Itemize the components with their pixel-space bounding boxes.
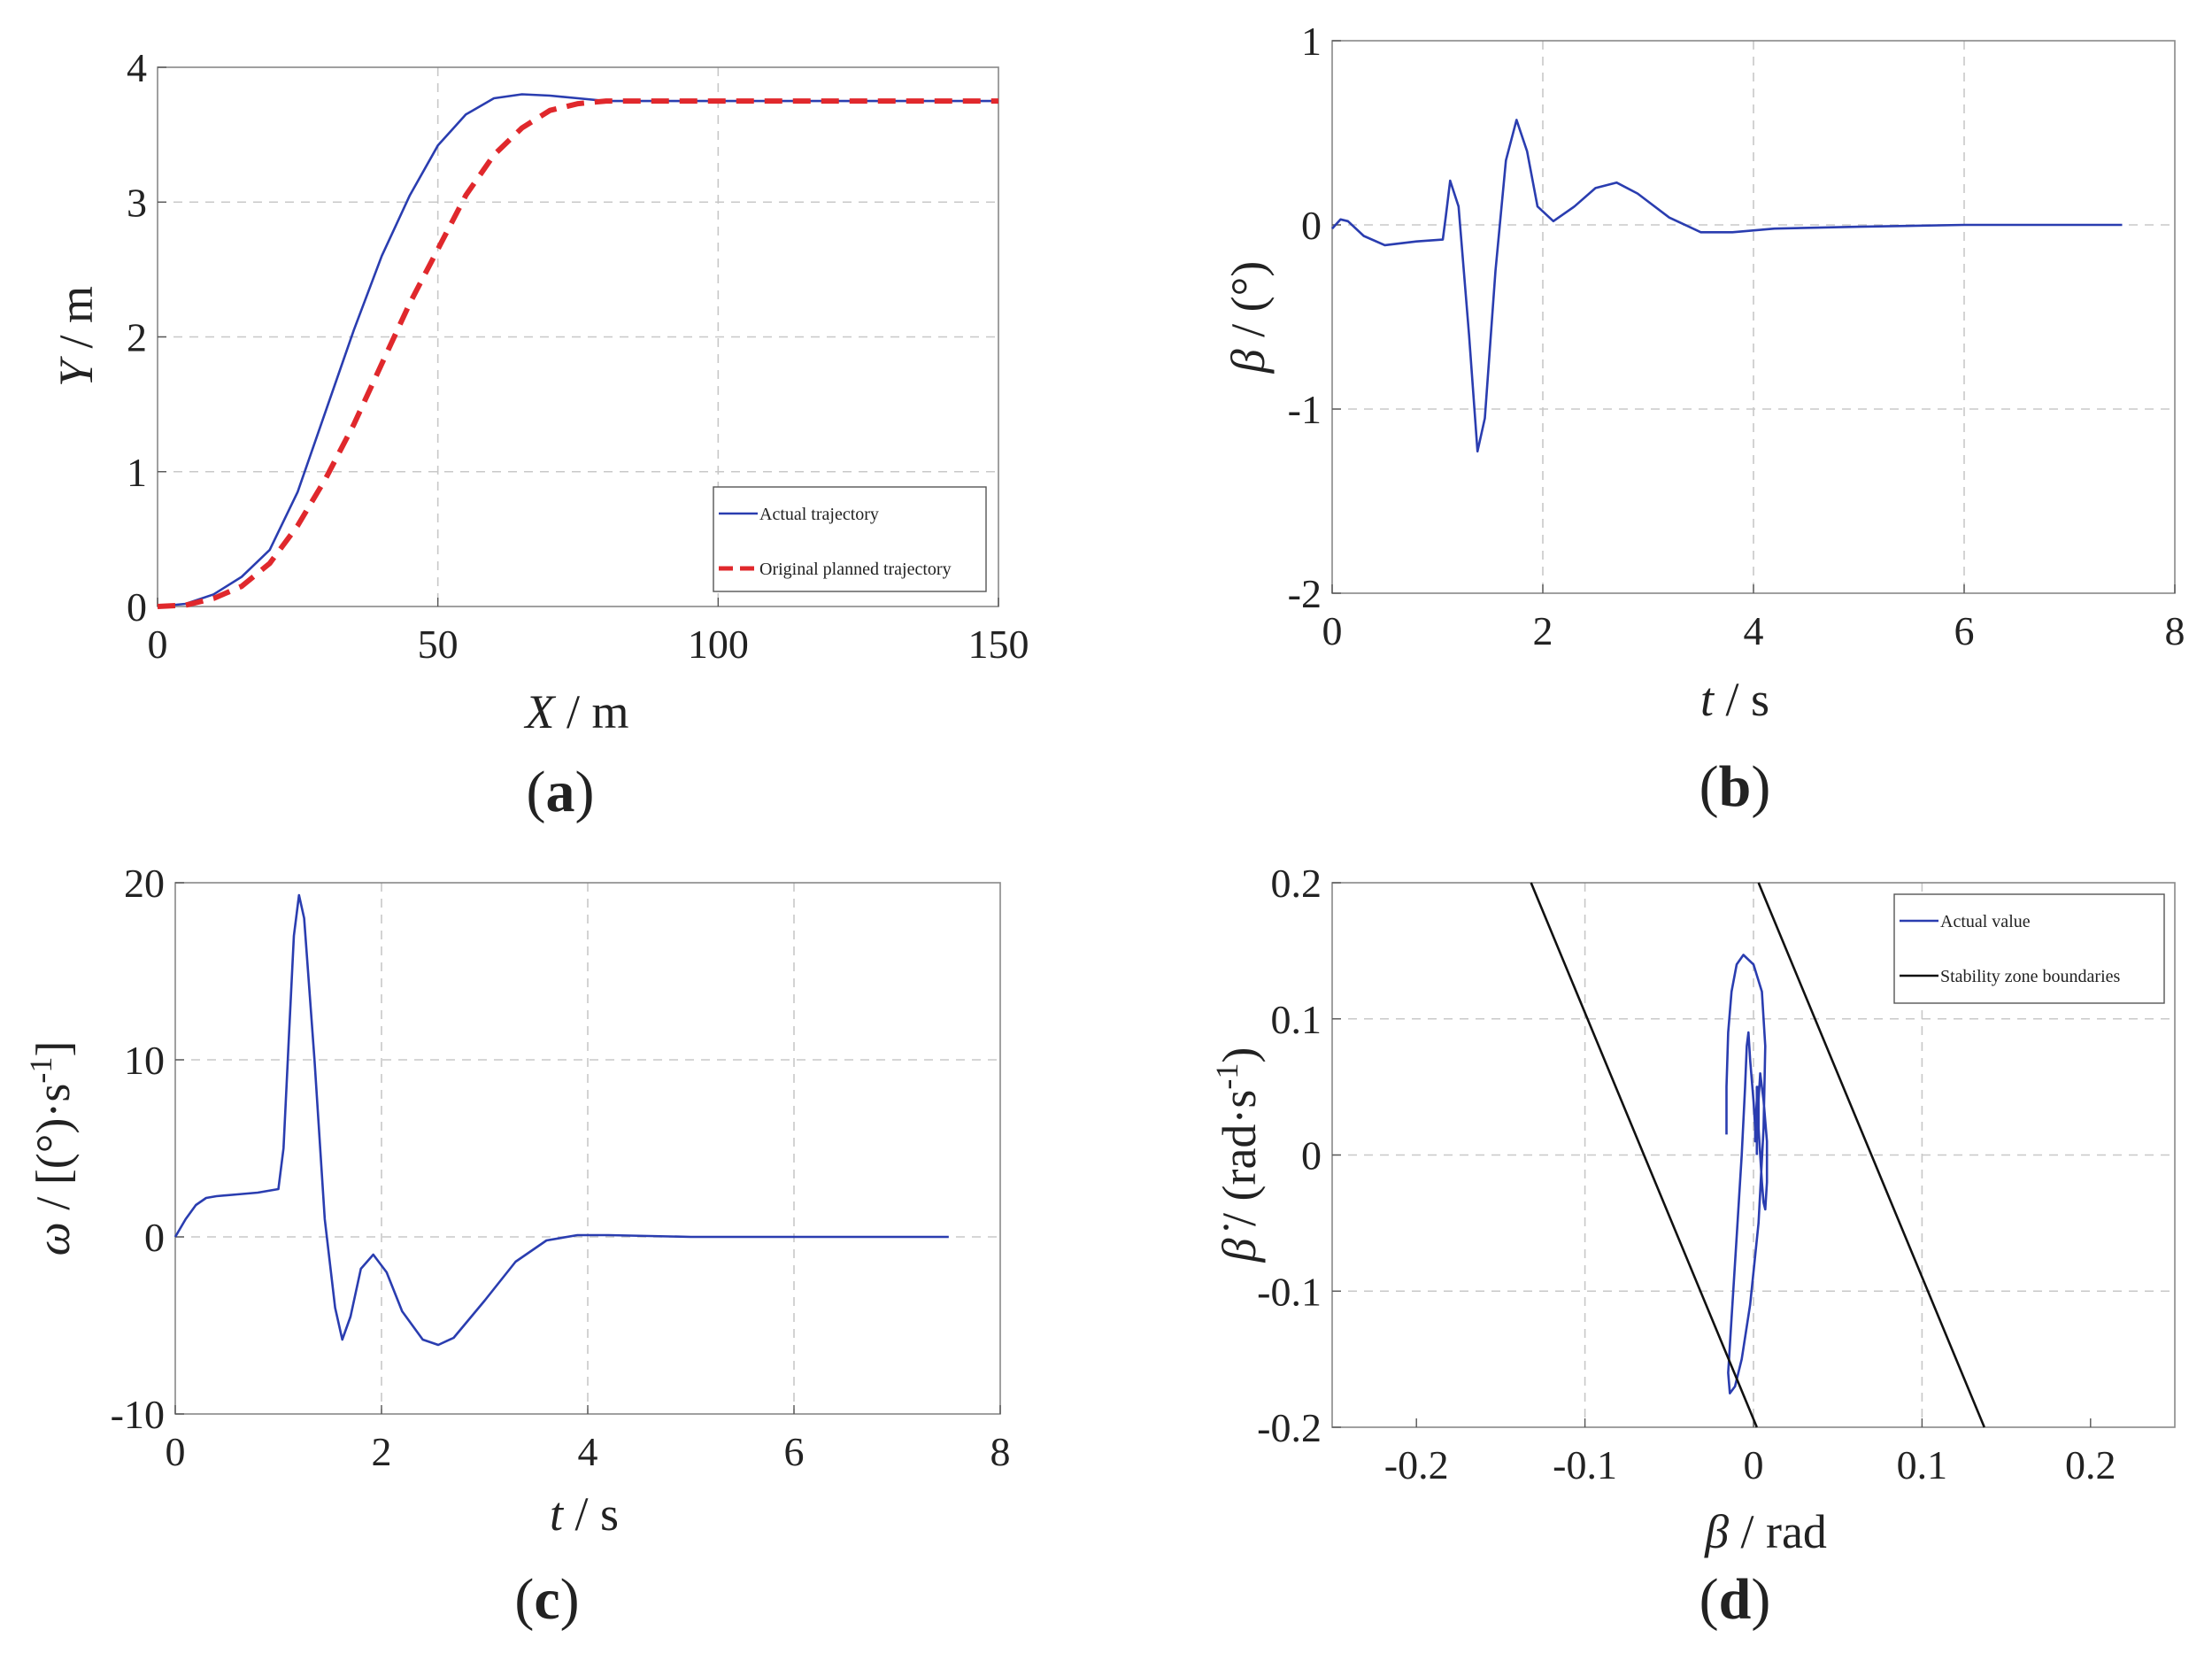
x-tick-label: -0.1 [1553,1442,1617,1487]
panel-label: (b) [1699,754,1771,819]
x-tick-label: 0 [1322,608,1343,653]
x-tick-label: 150 [968,622,1029,667]
y-tick-label: 20 [124,861,165,906]
y-tick-label: -1 [1288,387,1322,432]
x-tick-label: 100 [688,622,749,667]
panel-label: (a) [527,760,595,824]
series-line- [173,893,949,1347]
series-line-actual-trajectory [157,93,998,608]
panel-b-sideslip-chart: 0 2 4 6 8 -2 -1 0 1 t / s β / (°) (b) [1222,19,2185,819]
x-axis-label: β / rad [1704,1505,1827,1558]
y-tick-label: 2 [127,315,147,360]
y-axis-label: β / (°) [1222,261,1275,374]
panel-label: (d) [1699,1567,1771,1632]
x-tick-label: 0 [148,622,168,667]
x-tick-label: 8 [990,1429,1011,1474]
y-tick-label: -0.1 [1257,1269,1322,1314]
y-axis-label: ω / [(°)·s-1] [23,1041,80,1256]
legend: Actual value Stability zone boundaries [1893,893,2165,1004]
series-line-original-planned-trajectory [157,98,998,609]
y-tick-label: 4 [127,45,147,90]
panel-a-trajectory-chart: 0 50 100 150 0 1 2 3 4 Actual trajectory Original … [50,45,1029,824]
y-tick-label: 0 [1301,203,1322,248]
x-tick-label: 0.1 [1897,1442,1948,1487]
y-tick-label: 0 [1301,1133,1322,1178]
series-line- [1331,119,2123,453]
y-tick-label: 0.1 [1271,997,1322,1042]
x-axis-label: t / s [550,1487,619,1541]
y-axis-label: β̇ / (rad·s-1) [1209,1047,1266,1263]
series-line-stability-zone-boundaries [1530,882,1759,1428]
y-axis-label: Y / m [50,286,103,387]
legend-entry-label: Original planned trajectory [759,560,952,579]
series-line-stability-zone-boundaries [1757,882,1986,1428]
x-tick-label: 6 [1954,608,1975,653]
y-tick-label: 1 [127,450,147,495]
legend: Actual trajectory Original planned trajec… [713,486,987,592]
x-tick-label: 6 [784,1429,805,1474]
y-tick-label: 1 [1301,19,1322,64]
y-tick-label: 0 [127,584,147,630]
series-line-actual-value [1725,954,1769,1394]
x-tick-label: -0.2 [1384,1442,1449,1487]
x-tick-label: 0 [166,1429,186,1474]
x-tick-label: 2 [372,1429,392,1474]
legend-box [1893,893,2165,1004]
x-tick-label: 50 [418,622,459,667]
x-tick-label: 0 [1744,1442,1764,1487]
legend-entry-label: Actual value [1940,912,2031,931]
x-tick-label: 4 [1744,608,1764,653]
x-tick-label: 0.2 [2065,1442,2116,1487]
x-tick-label: 4 [578,1429,598,1474]
y-tick-label: 10 [124,1038,165,1083]
y-tick-label: 3 [127,180,147,225]
legend-box [713,486,987,592]
y-tick-label: -2 [1288,571,1322,616]
y-tick-label: -0.2 [1257,1405,1322,1450]
x-tick-label: 8 [2165,608,2185,653]
x-tick-label: 2 [1533,608,1553,653]
x-axis-label: t / s [1700,673,1769,726]
panel-label: (c) [514,1567,579,1632]
panel-d-phase-plane-chart: -0.2 -0.1 0 0.1 0.2 -0.2 -0.1 0 0.1 0.2 Actual val… [1209,861,2176,1632]
x-axis-label: X / m [523,685,628,738]
y-tick-label: 0 [144,1215,165,1260]
legend-entry-label: Stability zone boundaries [1940,967,2121,986]
legend-entry-label: Actual trajectory [759,505,879,524]
y-tick-label: 0.2 [1271,861,1322,906]
y-tick-label: -10 [111,1392,165,1437]
